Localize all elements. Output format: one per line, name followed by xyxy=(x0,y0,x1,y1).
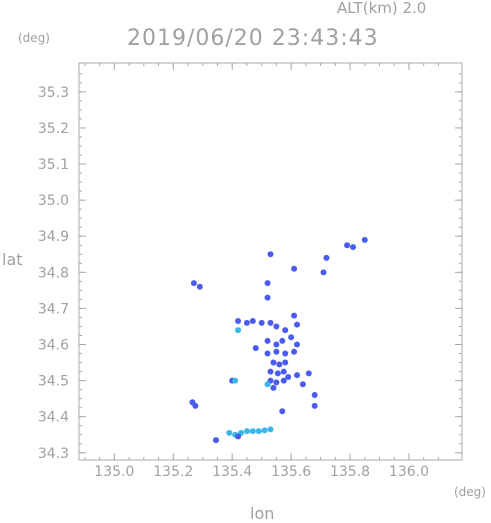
echo-point xyxy=(264,294,271,301)
echo-point xyxy=(267,251,274,258)
y-axis-label: lat xyxy=(2,250,23,269)
echo-point xyxy=(276,361,283,368)
echo-point xyxy=(243,428,250,435)
echo-point xyxy=(279,337,286,344)
echo-point xyxy=(280,368,287,375)
echo-point xyxy=(285,373,292,380)
y-tick-label: 34.8 xyxy=(38,265,69,281)
y-tick-label: 35.2 xyxy=(38,121,69,137)
x-tick-label: 135.2 xyxy=(153,464,193,480)
echo-point xyxy=(267,319,274,326)
echo-point xyxy=(349,244,356,251)
echo-point xyxy=(235,433,242,440)
echo-point xyxy=(291,348,298,355)
echo-point xyxy=(282,350,289,357)
altitude-label: ALT(km) 2.0 xyxy=(337,0,427,17)
echo-point xyxy=(249,318,256,325)
echo-point xyxy=(273,379,280,386)
tick-labels: 135.0 135.2 135.4 135.6 135.8 136.0 34.3 34.4 34… xyxy=(38,85,429,480)
y-unit-label: (deg) xyxy=(18,31,50,45)
chart-title: 2019/06/20 23:43:43 xyxy=(127,26,379,51)
x-axis-label: lon xyxy=(250,504,275,523)
y-tick-label: 34.4 xyxy=(38,410,69,426)
x-tick-label: 135.6 xyxy=(271,464,311,480)
x-tick-label: 135.8 xyxy=(330,464,370,480)
y-tick-label: 35.0 xyxy=(38,193,69,209)
echo-point xyxy=(258,319,265,326)
echo-point xyxy=(311,392,318,399)
echo-point xyxy=(282,359,289,366)
x-tick-label: 135.0 xyxy=(94,464,134,480)
echo-point xyxy=(273,341,280,348)
echo-point xyxy=(280,377,287,384)
echo-point xyxy=(249,428,256,435)
echo-point xyxy=(264,381,271,388)
echo-point xyxy=(264,337,271,344)
y-tick-label: 34.5 xyxy=(38,374,69,390)
x-unit-label: (deg) xyxy=(454,485,486,499)
y-tick-label: 34.9 xyxy=(38,229,69,245)
data-marks xyxy=(189,236,368,444)
y-tick-label: 35.3 xyxy=(38,85,69,101)
echo-point xyxy=(273,323,280,330)
echo-point xyxy=(261,427,268,434)
echo-point xyxy=(255,428,262,435)
echo-point xyxy=(288,334,295,341)
echo-point xyxy=(252,345,259,352)
echo-point xyxy=(291,265,298,272)
echo-point xyxy=(212,437,219,444)
echo-point xyxy=(196,283,203,290)
echo-point xyxy=(192,402,199,409)
echo-point xyxy=(294,372,301,379)
echo-point xyxy=(361,236,368,243)
echo-point xyxy=(264,350,271,357)
echo-point xyxy=(311,402,318,409)
axis-ticks xyxy=(79,63,462,460)
echo-point xyxy=(305,370,312,377)
echo-point xyxy=(264,280,271,287)
y-tick-label: 34.3 xyxy=(38,446,69,462)
echo-point xyxy=(232,377,239,384)
echo-point xyxy=(270,384,277,391)
echo-point xyxy=(282,327,289,334)
echo-point xyxy=(294,321,301,328)
echo-point xyxy=(323,254,330,261)
echo-point xyxy=(190,280,197,287)
x-tick-label: 135.4 xyxy=(212,464,252,480)
echo-point xyxy=(344,242,351,249)
echo-point xyxy=(235,327,242,334)
echo-point xyxy=(299,381,306,388)
echo-point xyxy=(279,408,286,415)
echo-point xyxy=(270,359,277,366)
echo-point xyxy=(320,269,327,276)
y-tick-label: 35.1 xyxy=(38,157,69,173)
echo-point xyxy=(267,426,274,433)
x-tick-label: 136.0 xyxy=(389,464,429,480)
echo-point xyxy=(274,370,281,377)
echo-point xyxy=(267,368,274,375)
echo-point xyxy=(291,312,298,319)
echo-point xyxy=(226,429,233,436)
echo-point xyxy=(235,318,242,325)
y-tick-label: 34.6 xyxy=(38,338,69,354)
echo-point xyxy=(294,341,301,348)
echo-point xyxy=(273,348,280,355)
echo-point xyxy=(243,319,250,326)
y-tick-label: 34.7 xyxy=(38,301,69,317)
plot-frame xyxy=(78,62,463,461)
